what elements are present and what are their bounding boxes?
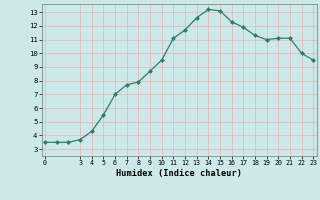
X-axis label: Humidex (Indice chaleur): Humidex (Indice chaleur) <box>116 169 242 178</box>
